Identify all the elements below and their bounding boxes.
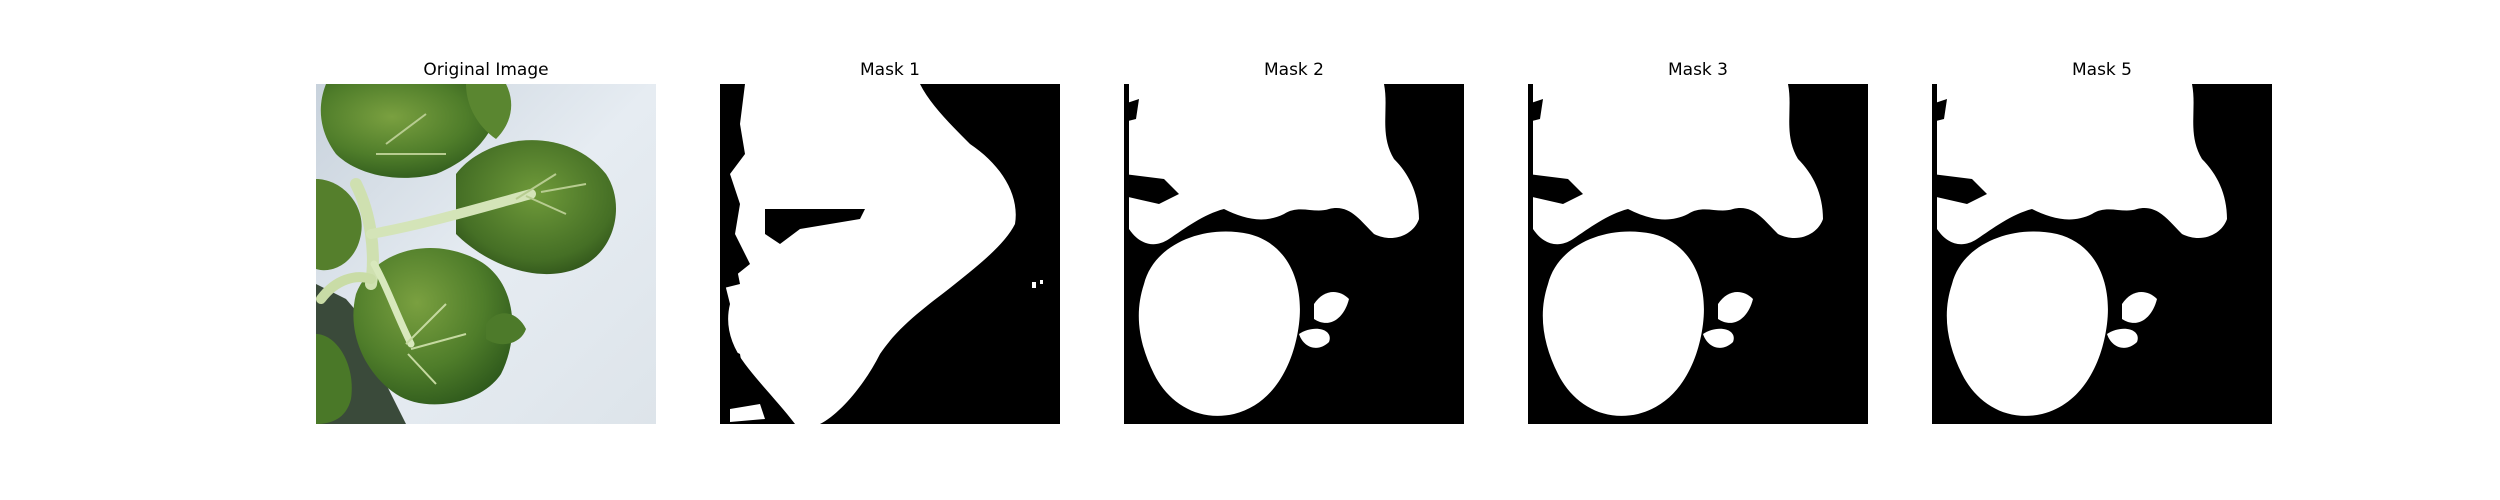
mask-3-image	[1528, 84, 1868, 424]
panel-title: Mask 3	[1667, 60, 1728, 80]
original-plant-image	[316, 84, 656, 424]
panel-title: Mask 5	[2071, 60, 2132, 80]
mask-5-image	[1932, 84, 2272, 424]
panel-title: Original Image	[423, 60, 549, 80]
panel-title: Mask 2	[1263, 60, 1324, 80]
panel-title: Mask 1	[859, 60, 920, 80]
mask-2-image	[1124, 84, 1464, 424]
mask-1-image	[720, 84, 1060, 424]
